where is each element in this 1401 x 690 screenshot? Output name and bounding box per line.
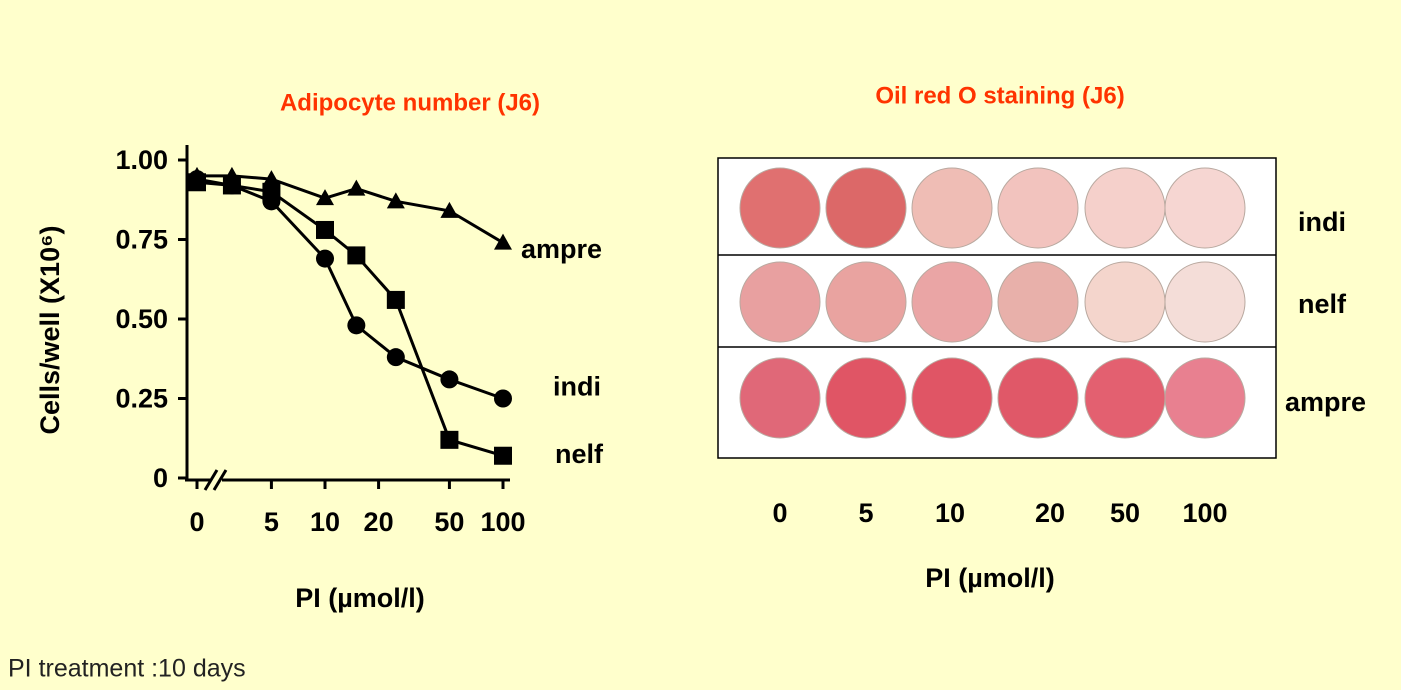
marker [347, 246, 365, 264]
marker [494, 447, 512, 465]
well [826, 358, 906, 438]
footer: PI treatment :10 days [8, 655, 246, 683]
marker [188, 173, 206, 191]
well [1165, 168, 1245, 248]
marker [316, 221, 334, 239]
column-label: 20 [1035, 498, 1065, 528]
y-tick-label: 1.00 [115, 145, 168, 175]
column-label: 10 [935, 498, 965, 528]
marker [347, 316, 365, 334]
staining-title: Oil red O staining (J6) [875, 82, 1124, 109]
x-tick-label: 50 [434, 507, 464, 537]
series-label: ampre [521, 234, 602, 264]
marker [494, 390, 512, 408]
y-tick-label: 0.50 [115, 304, 168, 334]
marker [494, 234, 512, 250]
x-axis-label: PI (µmol/l) [295, 583, 425, 613]
x-tick-label: 100 [480, 507, 525, 537]
slide: Adipocyte number (J6) PI (µmol/l) Cells/… [0, 0, 1401, 690]
series-line [197, 179, 503, 398]
row-label: ampre [1285, 387, 1366, 417]
x-tick-label: 0 [189, 507, 204, 537]
well [912, 262, 992, 342]
row-label: indi [1298, 207, 1346, 237]
well [1085, 168, 1165, 248]
page: {"chart_data": {"type": "line", "title":… [0, 0, 1401, 690]
marker [387, 348, 405, 366]
well [1165, 262, 1245, 342]
x-tick-label: 20 [364, 507, 394, 537]
marker [440, 431, 458, 449]
column-label: 5 [858, 498, 873, 528]
well [740, 168, 820, 248]
y-tick-label: 0 [153, 463, 168, 493]
well [998, 358, 1078, 438]
y-axis-label: Cells/well (X10⁶) [35, 225, 65, 434]
well [826, 262, 906, 342]
marker [262, 183, 280, 201]
y-tick-label: 0.75 [115, 225, 168, 255]
well [1085, 358, 1165, 438]
series-label: indi [553, 372, 601, 402]
well [1085, 262, 1165, 342]
well [740, 262, 820, 342]
x-tick-label: 10 [310, 507, 340, 537]
well [912, 168, 992, 248]
well [998, 168, 1078, 248]
x-tick-label: 5 [264, 507, 279, 537]
marker [347, 180, 365, 196]
marker [316, 250, 334, 268]
row-label: nelf [1298, 289, 1347, 319]
marker [387, 291, 405, 309]
marker [440, 370, 458, 388]
column-label: 50 [1110, 498, 1140, 528]
series-label: nelf [555, 439, 604, 469]
well [826, 168, 906, 248]
well [1165, 358, 1245, 438]
marker [223, 176, 241, 194]
well [740, 358, 820, 438]
well [912, 358, 992, 438]
staining-x-label: PI (µmol/l) [925, 563, 1055, 593]
chart-title: Adipocyte number (J6) [280, 89, 540, 116]
column-label: 0 [772, 498, 787, 528]
column-label: 100 [1182, 498, 1227, 528]
y-tick-label: 0.25 [115, 384, 168, 414]
well [998, 262, 1078, 342]
